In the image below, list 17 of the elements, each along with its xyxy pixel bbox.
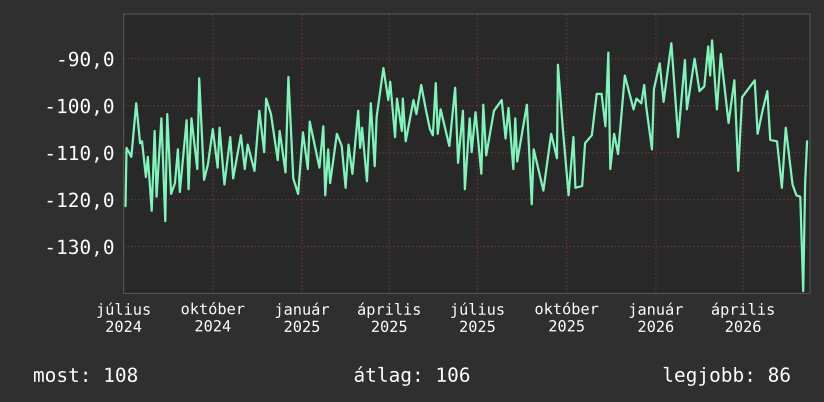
text: legjobb: 86	[664, 366, 790, 386]
x-tick-label: január 2025	[276, 302, 329, 332]
y-tick-label: -120,0	[48, 192, 114, 210]
y-tick-label: -90,0	[59, 52, 114, 69]
y-tick-label: -110,0	[48, 146, 114, 163]
x-tick-label: január 2026	[630, 302, 683, 332]
y-tick-label: -100,0	[48, 98, 114, 116]
x-tick-label: július 2024	[97, 302, 150, 332]
y-tick-label: -130,0	[48, 240, 114, 257]
text: most: 108	[34, 367, 138, 382]
x-tick-label: április 2026	[712, 302, 774, 332]
text: átlag: 106	[354, 366, 470, 386]
x-tick-label: október 2025	[535, 302, 598, 332]
line-series	[124, 39, 808, 292]
x-tick-label: július 2025	[451, 302, 504, 332]
x-tick-label: október 2024	[182, 302, 244, 332]
x-tick-label: április 2025	[358, 302, 420, 332]
